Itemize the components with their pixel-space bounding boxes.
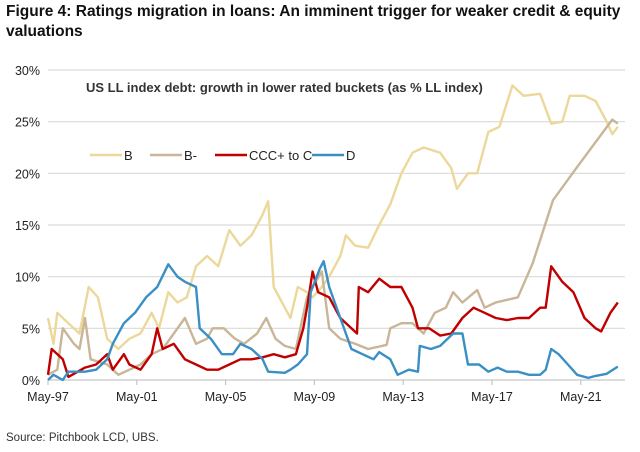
x-tick-label: May-21: [560, 390, 602, 404]
y-tick-label: 30%: [15, 64, 40, 78]
x-tick-label: May-13: [382, 390, 424, 404]
gridlines: [48, 69, 625, 329]
x-tick-label: May-05: [205, 390, 247, 404]
legend: B B- CCC+ to C D: [90, 148, 355, 163]
x-axis-ticks: May-97 May-01 May-05 May-09 May-13 May-17 May-…: [27, 380, 602, 404]
y-tick-label: 20%: [15, 167, 40, 181]
legend-label: CCC+ to C: [249, 148, 312, 163]
y-axis-ticks: 0% 5% 10% 15% 20% 25% 30%: [15, 64, 40, 388]
legend-item: D: [312, 148, 355, 163]
x-tick-label: May-97: [27, 390, 69, 404]
source-note: Source: Pitchbook LCD, UBS.: [6, 432, 159, 444]
legend-item: CCC+ to C: [215, 148, 312, 163]
series-line-b-: [47, 118, 619, 376]
legend-item: B-: [150, 148, 197, 163]
legend-label: B-: [184, 148, 197, 163]
legend-item: B: [90, 148, 133, 163]
y-tick-label: 0%: [22, 374, 40, 388]
series-line-d: [47, 260, 619, 382]
legend-label: D: [346, 148, 355, 163]
x-tick-label: May-01: [116, 390, 158, 404]
figure-title: Figure 4: Ratings migration in loans: An…: [6, 3, 621, 40]
legend-label: B: [124, 148, 133, 163]
series-line-b: [46, 84, 619, 351]
y-tick-label: 15%: [15, 219, 40, 233]
chart-title: US LL index debt: growth in lower rated …: [86, 80, 483, 95]
series-lines: [46, 84, 619, 382]
y-tick-label: 10%: [15, 271, 40, 285]
y-tick-label: 25%: [15, 116, 40, 130]
series-line-ccc-to-c: [46, 265, 619, 379]
x-tick-label: May-09: [294, 390, 336, 404]
y-tick-label: 5%: [22, 322, 40, 336]
x-tick-label: May-17: [471, 390, 513, 404]
line-chart: 0%5%10%15%20%25%30% May-97 May-01 May-05 Ma…: [15, 64, 625, 404]
